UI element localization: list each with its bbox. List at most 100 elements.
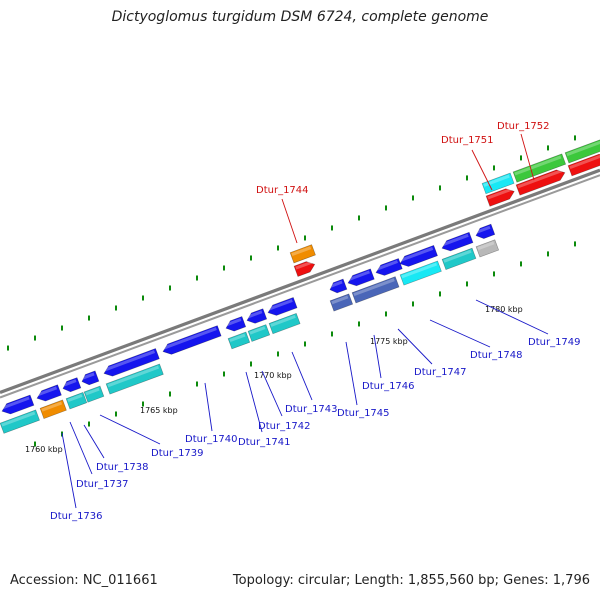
genome-summary-text: Topology: circular; Length: 1,855,560 bp…	[232, 573, 590, 588]
gene-box-highlight	[270, 314, 296, 327]
gene-box-highlight	[353, 278, 395, 297]
leader-line	[291, 351, 313, 401]
cds-forward-highlight	[487, 187, 512, 200]
leader-line	[69, 421, 93, 475]
rna-feature-shape	[289, 244, 316, 264]
cds-reverse	[399, 245, 438, 267]
leader-line	[429, 319, 491, 348]
cds-reverse-shape	[103, 348, 160, 377]
cds-reverse-shape	[81, 370, 100, 386]
gene-label: Dtur_1745	[337, 408, 390, 419]
cds-reverse	[329, 278, 348, 294]
gene-label: Dtur_1748	[470, 350, 523, 361]
cds-reverse-highlight	[399, 247, 434, 263]
leader-line	[99, 414, 161, 445]
cds-reverse	[1, 394, 35, 415]
cds-reverse-shape	[225, 316, 247, 332]
cds-reverse-shape	[267, 297, 298, 316]
leader-line	[245, 371, 263, 433]
cds-reverse-shape	[399, 245, 438, 267]
gene-box-highlight	[67, 394, 83, 403]
cds-forward	[485, 187, 515, 207]
gene-label: Dtur_1737	[76, 479, 129, 490]
leader-line	[261, 370, 283, 417]
gene-box-shape	[247, 324, 271, 342]
gene-label: Dtur_1740	[185, 434, 238, 445]
gene-label: Dtur_1743	[285, 404, 338, 415]
cds-reverse-highlight	[329, 280, 343, 288]
cds-reverse-highlight	[225, 318, 242, 327]
gene-box-shape	[39, 399, 67, 419]
cds-reverse-shape	[246, 308, 268, 324]
map-title: Dictyoglomus turgidum DSM 6724, complete…	[111, 9, 489, 25]
gene-box-shape	[227, 331, 251, 350]
scale-label: 1765 kbp	[140, 406, 178, 415]
cds-reverse-highlight	[475, 225, 491, 234]
cds-reverse-shape	[1, 394, 35, 415]
gene-box-forward-highlight	[483, 174, 510, 187]
gene-box	[268, 312, 301, 335]
gene-box-highlight	[41, 401, 63, 412]
gene-label: Dtur_1747	[414, 367, 467, 378]
scale-label: 1770 kbp	[254, 371, 292, 380]
gene-box-forward-shape	[564, 138, 600, 164]
leader-line	[475, 299, 549, 335]
feature-track	[0, 135, 600, 447]
cds-reverse	[475, 223, 496, 239]
gene-box	[399, 260, 442, 286]
gene-box-shape	[475, 239, 500, 258]
cds-reverse-highlight	[347, 270, 370, 282]
cds-reverse	[375, 258, 403, 276]
cds-reverse-highlight	[441, 233, 469, 247]
gene-label: Dtur_1741	[238, 437, 291, 448]
gene-box-highlight	[477, 241, 495, 251]
cds-forward	[293, 260, 316, 277]
backbone-outer	[0, 168, 600, 395]
gene-box	[247, 324, 271, 342]
gene-box	[83, 385, 105, 403]
gene-box-highlight	[331, 295, 349, 305]
gene-box-shape	[83, 385, 105, 403]
cds-reverse-shape	[375, 258, 403, 276]
leader-line	[83, 424, 105, 459]
gene-box-highlight	[443, 249, 472, 263]
gene-box-shape	[105, 363, 164, 395]
gene-box	[65, 392, 88, 410]
cds-reverse	[225, 316, 247, 332]
scale-label: 1775 kbp	[370, 337, 408, 346]
gene-box	[329, 293, 354, 312]
leader-line	[397, 328, 433, 365]
scale-label: 1760 kbp	[25, 445, 63, 454]
cds-reverse	[246, 308, 268, 324]
gene-label: Dtur_1752	[497, 121, 550, 132]
cds-reverse-shape	[347, 268, 375, 287]
gene-box-highlight	[249, 326, 266, 335]
cds-reverse	[62, 377, 82, 393]
gene-box-shape	[65, 392, 88, 410]
cds-reverse	[347, 268, 375, 287]
gene-box-forward-shape	[481, 172, 515, 195]
leader-line	[520, 133, 535, 181]
cds-reverse	[36, 384, 62, 402]
gene-box-shape	[351, 276, 400, 304]
rna-feature	[289, 244, 316, 264]
gene-label: Dtur_1742	[258, 421, 311, 432]
gene-label: Dtur_1751	[441, 135, 494, 146]
gene-box	[39, 399, 67, 419]
gene-box	[475, 239, 500, 258]
gene-box-forward-highlight	[566, 140, 600, 157]
cds-reverse-highlight	[36, 386, 58, 397]
leader-line	[373, 334, 382, 379]
cds-forward-highlight	[295, 260, 313, 270]
gene-label: Dtur_1744	[256, 185, 309, 196]
cds-reverse	[81, 370, 100, 386]
cds-reverse-highlight	[246, 310, 263, 319]
cds-reverse-highlight	[267, 299, 293, 311]
cds-forward-shape	[567, 153, 600, 177]
gene-box	[105, 363, 164, 395]
gene-box-highlight	[229, 333, 246, 343]
gene-box	[0, 409, 40, 434]
leader-line	[61, 432, 77, 509]
gene-box-highlight	[107, 365, 160, 388]
